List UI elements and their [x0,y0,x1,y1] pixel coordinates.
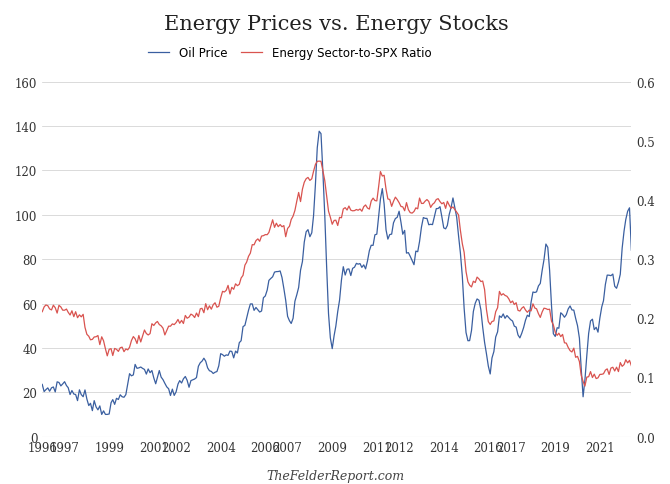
Line: Oil Price: Oil Price [42,132,631,415]
Text: TheFelderReport.com: TheFelderReport.com [266,469,404,482]
Legend: Oil Price, Energy Sector-to-SPX Ratio: Oil Price, Energy Sector-to-SPX Ratio [143,43,436,65]
Title: Energy Prices vs. Energy Stocks: Energy Prices vs. Energy Stocks [164,15,509,34]
Line: Energy Sector-to-SPX Ratio: Energy Sector-to-SPX Ratio [42,162,631,386]
